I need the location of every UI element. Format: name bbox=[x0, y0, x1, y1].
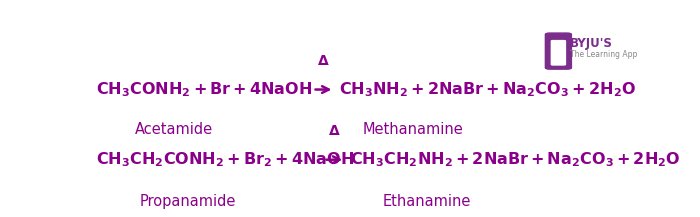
Text: $\mathbf{\Delta}$: $\mathbf{\Delta}$ bbox=[317, 54, 330, 68]
Text: $\mathbf{CH_3CH_2NH_2 + 2NaBr + Na_2CO_3 + 2H_2O}$: $\mathbf{CH_3CH_2NH_2 + 2NaBr + Na_2CO_3… bbox=[349, 150, 680, 169]
Text: BYJU'S: BYJU'S bbox=[570, 37, 613, 50]
FancyBboxPatch shape bbox=[552, 41, 566, 65]
Text: Propanamide: Propanamide bbox=[140, 194, 236, 209]
Text: Acetamide: Acetamide bbox=[135, 122, 214, 137]
Text: Ethanamine: Ethanamine bbox=[382, 194, 470, 209]
FancyBboxPatch shape bbox=[545, 29, 629, 74]
Text: $\mathbf{CH_3NH_2 + 2NaBr + Na_2CO_3 + 2H_2O}$: $\mathbf{CH_3NH_2 + 2NaBr + Na_2CO_3 + 2… bbox=[339, 80, 636, 99]
Text: The Learning App: The Learning App bbox=[570, 50, 638, 59]
Text: Methanamine: Methanamine bbox=[363, 122, 463, 137]
Text: $\mathbf{\Delta}$: $\mathbf{\Delta}$ bbox=[328, 124, 341, 138]
Text: $\mathbf{CH_3CONH_2 + Br + 4NaOH}$: $\mathbf{CH_3CONH_2 + Br + 4NaOH}$ bbox=[96, 80, 312, 99]
Text: $\mathbf{CH_3CH_2CONH_2 + Br_2 + 4NaOH}$: $\mathbf{CH_3CH_2CONH_2 + Br_2 + 4NaOH}$ bbox=[96, 150, 354, 169]
FancyBboxPatch shape bbox=[545, 33, 571, 69]
